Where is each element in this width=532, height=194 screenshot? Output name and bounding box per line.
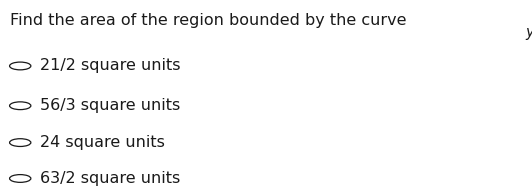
Text: 63/2 square units: 63/2 square units [40, 171, 180, 186]
Text: Find the area of the region bounded by the curve: Find the area of the region bounded by t… [10, 13, 406, 28]
Text: $y^2\!=\!4x$: $y^2\!=\!4x$ [526, 21, 532, 43]
Text: 21/2 square units: 21/2 square units [40, 58, 180, 74]
Text: 24 square units: 24 square units [40, 135, 165, 150]
Text: 56/3 square units: 56/3 square units [40, 98, 180, 113]
